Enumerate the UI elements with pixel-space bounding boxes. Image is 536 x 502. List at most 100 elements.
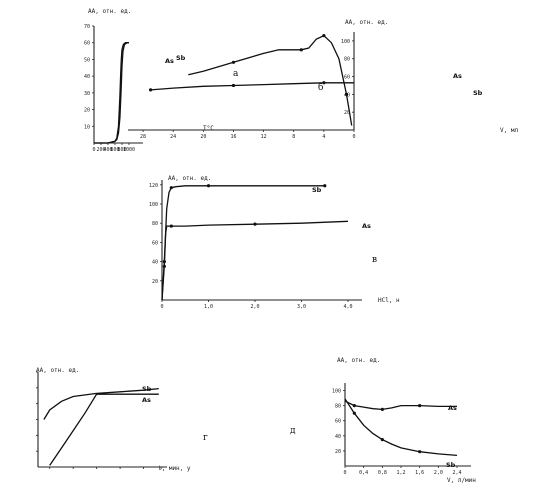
- panel-label: в: [372, 255, 377, 265]
- chart-panel-2: 0 1,0 2,0 3,0 4,0 20 40 60 80 100 120 AA, отн. ед. H…: [149, 175, 400, 310]
- y-tick-label: 100: [341, 39, 350, 45]
- series-line-as: [188, 34, 353, 126]
- panel-label: б: [318, 82, 323, 93]
- series-label: Sb: [142, 385, 152, 393]
- x-tick-label: 24: [170, 134, 176, 140]
- x-tick-label: 1,2: [396, 470, 405, 476]
- data-point: [380, 437, 384, 442]
- series-line-as: [49, 393, 159, 466]
- x-tick-label: 2,0: [251, 304, 260, 310]
- x-tick-label: 600: [110, 147, 119, 153]
- x-tick-label: 12: [261, 134, 267, 140]
- series-line-sb: [94, 42, 129, 144]
- y-tick-label: 120: [149, 183, 158, 189]
- x-tick-label: 1000: [123, 147, 135, 153]
- series-line-sb: [161, 185, 325, 301]
- x-tick-label: 4: [322, 134, 325, 140]
- y-tick-label: 80: [335, 404, 341, 410]
- y-tick-label: 100: [332, 389, 341, 395]
- x-tick-label: 0,4: [359, 470, 368, 476]
- y-tick-label: 80: [344, 57, 350, 63]
- chart-panel-4: 0 0,4 0,8 1,2 1,6 2,0 2,4 20 40 60 80 100 AA, отн. е…: [290, 357, 476, 484]
- series-line-sb: [43, 387, 159, 420]
- data-point: [323, 184, 327, 188]
- x-tick-label: 20: [200, 134, 206, 140]
- y-axis-label: AA, отн. ед.: [88, 8, 131, 15]
- panel-label: a: [233, 69, 239, 79]
- y-tick-label: 20: [84, 108, 90, 114]
- y-tick-label: 20: [152, 279, 158, 285]
- series-label: Sb: [312, 186, 322, 194]
- x-axis-label: t, мин, у: [158, 465, 191, 472]
- series-label: As: [142, 396, 151, 404]
- y-tick-label: 30: [84, 91, 90, 97]
- data-point: [352, 411, 356, 415]
- y-tick-label: 60: [152, 240, 158, 246]
- data-point: [169, 224, 173, 228]
- y-tick-label: 60: [344, 75, 350, 81]
- series-label: As: [165, 57, 174, 65]
- x-tick-label: 0: [352, 134, 355, 140]
- data-point: [322, 81, 326, 85]
- data-point: [352, 404, 356, 408]
- x-tick-label: 200: [96, 147, 105, 153]
- x-axis-label: HCl, н: [378, 297, 400, 304]
- data-point: [231, 60, 236, 64]
- data-point: [418, 404, 422, 408]
- x-axis-label: V, мл: [500, 127, 518, 134]
- y-tick-label: 60: [335, 419, 341, 425]
- y-tick-label: 20: [335, 449, 341, 455]
- x-tick-label: 0: [92, 147, 95, 153]
- y-axis-label: AA, отн. ед.: [168, 175, 211, 182]
- data-point: [380, 407, 384, 412]
- x-tick-label: 0: [160, 304, 163, 310]
- series-label: Sb: [176, 54, 186, 62]
- y-tick-label: 60: [84, 41, 90, 47]
- data-point: [299, 48, 303, 52]
- x-axis-label: T°C: [203, 125, 214, 132]
- x-tick-label: 28: [140, 134, 146, 140]
- panel-label: г: [203, 433, 208, 443]
- y-tick-label: 40: [84, 74, 90, 80]
- series-label: Sb: [473, 89, 483, 97]
- data-point: [231, 83, 236, 88]
- data-point: [253, 222, 257, 226]
- y-tick-label: 100: [149, 202, 158, 208]
- series-line-as: [94, 42, 129, 144]
- data-point: [169, 186, 173, 190]
- series-line-sb: [344, 400, 457, 411]
- x-axis-label: V, л/мин: [447, 477, 476, 484]
- chart-panel-3: AA, отн. ед. t, мин, у г Sb As: [36, 367, 208, 472]
- y-axis-label: AA, отн. ед.: [345, 19, 388, 26]
- x-tick-label: 800: [117, 147, 126, 153]
- y-axis-label: AA, отн. ед.: [36, 367, 79, 374]
- x-tick-label: 0,8: [378, 470, 387, 476]
- x-tick-label: 0: [343, 470, 346, 476]
- x-tick-label: 2,0: [434, 470, 443, 476]
- y-tick-label: 40: [335, 434, 341, 440]
- data-point: [418, 450, 422, 454]
- y-tick-label: 50: [84, 57, 90, 63]
- x-tick-label: 3,0: [297, 304, 306, 310]
- series-line-as: [344, 398, 458, 457]
- data-point: [206, 184, 211, 188]
- data-point: [162, 264, 166, 268]
- chart-panel-1: 048121620242820406080100AA, отн. ед.V, м…: [128, 19, 518, 140]
- y-tick-label: 10: [84, 124, 90, 130]
- data-point: [149, 88, 153, 92]
- series-label: As: [453, 72, 462, 80]
- series-label: As: [448, 404, 457, 412]
- series-label: As: [362, 222, 371, 230]
- x-tick-label: 16: [230, 134, 236, 140]
- x-tick-label: 1,6: [415, 470, 424, 476]
- series-label: Sb: [446, 461, 456, 469]
- data-point: [344, 92, 349, 96]
- series-line-sb: [150, 82, 354, 91]
- x-tick-label: 8: [292, 134, 295, 140]
- y-axis-label: AA, отн. ед.: [337, 357, 380, 364]
- panel-label: д: [290, 426, 296, 436]
- x-tick-label: 2,4: [452, 470, 461, 476]
- x-tick-label: 400: [103, 147, 112, 153]
